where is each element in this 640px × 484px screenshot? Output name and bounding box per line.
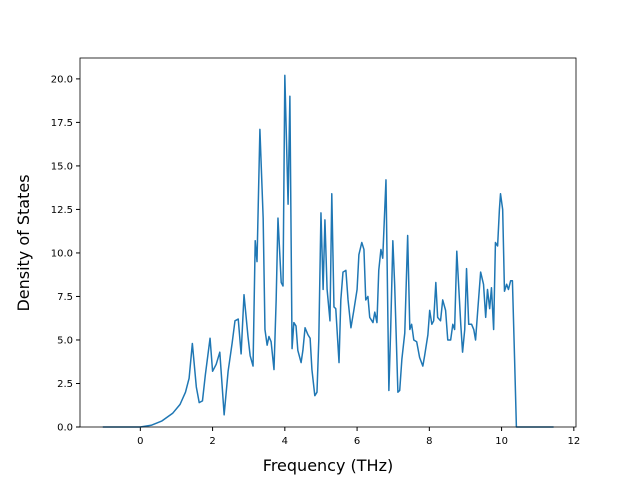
x-tick-label: 4	[282, 436, 288, 447]
y-tick-label: 2.5	[57, 379, 73, 390]
x-tick-label: 8	[426, 436, 432, 447]
y-tick-label: 15.0	[51, 161, 73, 172]
y-tick-label: 5.0	[57, 335, 73, 346]
y-tick-label: 17.5	[51, 118, 73, 129]
x-tick-label: 2	[209, 436, 215, 447]
y-axis-label: Density of States	[14, 174, 33, 311]
series-line	[102, 74, 554, 428]
x-tick-label: 10	[495, 436, 508, 447]
x-tick-label: 0	[137, 436, 143, 447]
y-tick-label: 12.5	[51, 205, 73, 216]
y-tick-label: 7.5	[57, 292, 73, 303]
plot-frame	[79, 57, 577, 428]
x-tick-label: 6	[354, 436, 360, 447]
y-tick-label: 20.0	[51, 74, 73, 85]
y-tick-label: 0.0	[57, 423, 73, 434]
y-tick-label: 10.0	[51, 248, 73, 259]
x-axis-label: Frequency (THz)	[263, 456, 393, 475]
x-tick-label: 12	[567, 436, 580, 447]
